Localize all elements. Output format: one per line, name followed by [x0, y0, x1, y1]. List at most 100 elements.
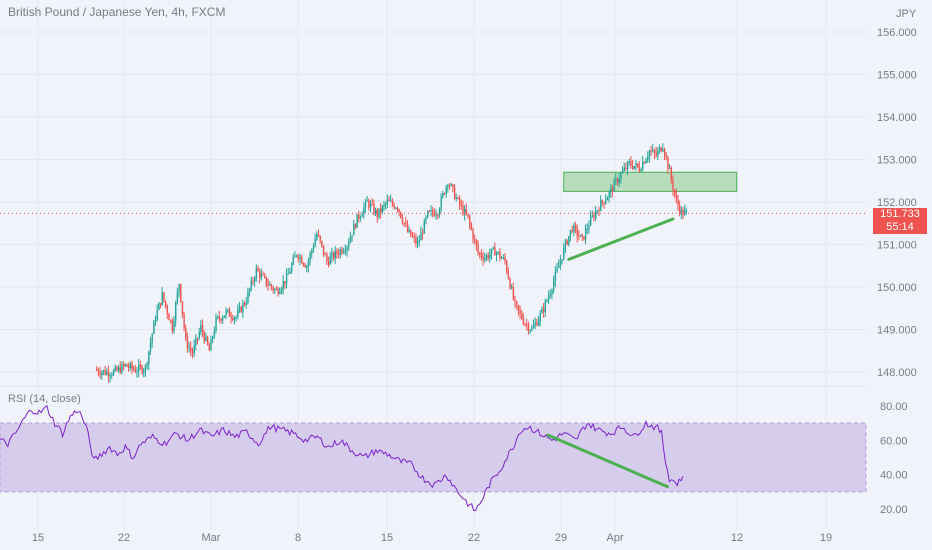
candle-body: [114, 367, 116, 371]
price-axis-labels: 156.000 155.000 154.000 153.000 152.000 151.0…: [877, 27, 917, 379]
candle-body: [180, 284, 182, 302]
candle-body: [470, 223, 473, 230]
candle-body: [143, 370, 145, 373]
candle-body: [448, 185, 451, 187]
candle-body: [166, 306, 169, 314]
candle-body: [679, 205, 681, 214]
candle-body: [255, 267, 258, 279]
candle-body: [374, 209, 377, 214]
candle-body: [598, 210, 600, 212]
candle-body: [576, 227, 578, 237]
candle-body: [321, 240, 323, 246]
candle-body: [435, 214, 437, 216]
candle-body: [294, 255, 296, 258]
candle-body: [484, 258, 486, 260]
candle-body: [573, 225, 575, 232]
candle-body: [548, 296, 550, 301]
rsi-tick-label: 40.00: [880, 470, 908, 482]
resistance-zone[interactable]: [563, 171, 738, 192]
candle-body: [517, 305, 520, 311]
candle-body: [227, 309, 229, 311]
price-trendline[interactable]: [567, 217, 675, 261]
candle-body: [383, 204, 385, 206]
rsi-line: [0, 405, 684, 512]
candle-body: [138, 364, 140, 372]
candle-body: [102, 370, 105, 373]
candle-body: [442, 193, 444, 197]
candle-body: [571, 229, 573, 232]
candle-body: [674, 190, 676, 195]
candle-body: [499, 252, 501, 259]
candle-body: [289, 271, 291, 274]
candle-body: [235, 316, 237, 318]
candle-body: [529, 330, 531, 332]
candle-body: [396, 207, 399, 210]
candle-body: [341, 249, 343, 253]
candle-body: [117, 367, 120, 371]
candle-body: [648, 150, 651, 157]
candlestick-series: [96, 143, 688, 383]
candle-body: [467, 214, 469, 217]
candle-body: [269, 284, 271, 286]
candle-body: [188, 347, 190, 349]
candle-body: [462, 205, 464, 215]
candle-body: [541, 308, 543, 314]
candle-body: [427, 210, 429, 218]
time-tick-label: 15: [381, 532, 393, 544]
candle-body: [338, 253, 340, 255]
candle-body: [563, 247, 565, 260]
candle-body: [497, 252, 499, 254]
candle-body: [601, 200, 604, 203]
candle-body: [638, 166, 641, 171]
candle-body: [610, 187, 612, 192]
candle-body: [423, 220, 426, 234]
zone-rect[interactable]: [563, 171, 738, 192]
price-axis[interactable]: [866, 0, 932, 550]
candle-body: [531, 328, 533, 331]
candle-body: [637, 163, 639, 167]
rsi-trendline[interactable]: [546, 433, 669, 489]
candle-body: [141, 366, 143, 373]
candle-body: [549, 293, 552, 297]
candle-body: [287, 273, 289, 275]
candle-body: [225, 310, 227, 316]
price-tick-label: 155.000: [877, 70, 917, 82]
price-tick-label: 153.000: [877, 155, 917, 167]
candle-body: [393, 204, 395, 209]
candle-body: [569, 229, 572, 236]
candle-body: [198, 331, 200, 339]
candle-body: [556, 267, 558, 272]
candle-body: [628, 161, 631, 163]
candle-body: [509, 278, 511, 289]
candle-body: [489, 254, 491, 259]
candle-body: [106, 371, 108, 375]
candle-body: [447, 185, 449, 187]
candle-body: [536, 322, 538, 326]
candle-body: [482, 257, 484, 260]
candle-body: [635, 163, 637, 167]
candle-body: [385, 203, 387, 205]
candle-body: [460, 204, 463, 206]
candle-body: [112, 370, 115, 375]
candle-body: [148, 351, 150, 364]
candle-body: [326, 254, 328, 262]
candle-body: [348, 242, 350, 247]
candle-body: [665, 155, 667, 157]
candle-body: [590, 216, 592, 226]
candle-body: [561, 259, 563, 261]
candle-body: [252, 280, 254, 282]
candle-body: [302, 263, 305, 265]
candle-body: [307, 260, 310, 267]
candle-body: [380, 208, 382, 213]
candle-body: [386, 199, 389, 204]
candle-body: [621, 170, 624, 174]
candle-body: [551, 290, 553, 294]
candle-body: [230, 316, 232, 319]
candle-body: [413, 236, 415, 238]
candle-body: [591, 215, 594, 217]
candle-body: [504, 257, 506, 262]
candle-body: [139, 364, 142, 367]
candle-body: [532, 325, 535, 329]
candle-body: [408, 230, 410, 232]
